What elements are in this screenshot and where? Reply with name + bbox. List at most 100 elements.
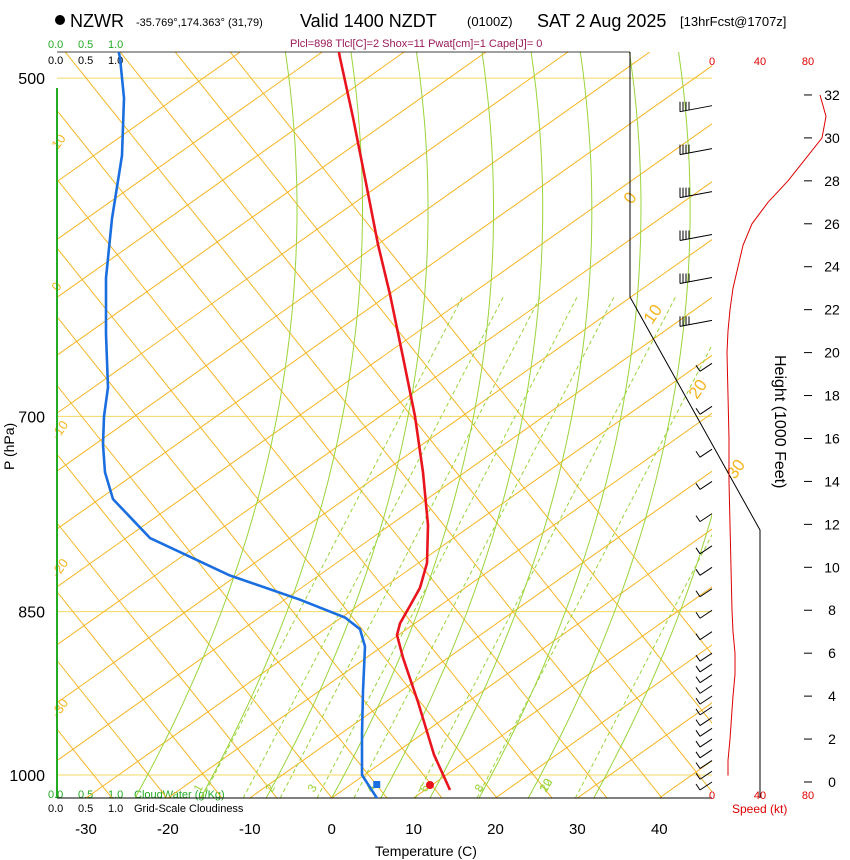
cloudiness-label: Grid-Scale Cloudiness xyxy=(134,803,244,815)
cloud-scale-bottom-green-0: 0.0 xyxy=(48,789,63,801)
wind-barb xyxy=(695,695,713,705)
y2-axis-label: Height (1000 Feet) xyxy=(771,355,788,488)
temperature-profile xyxy=(337,52,452,791)
moist-adiabat-line xyxy=(593,513,712,798)
dry-adiabat-line xyxy=(57,590,223,798)
height-tick-label: 22 xyxy=(824,302,840,318)
height-tick-label: 26 xyxy=(824,216,840,232)
wind-barb xyxy=(695,684,713,694)
x-tick-label: -20 xyxy=(157,821,179,838)
wind-barb xyxy=(695,545,713,555)
wind-barb xyxy=(695,781,713,791)
speed-tick-top: 40 xyxy=(754,56,766,68)
height-tick-label: 28 xyxy=(824,173,840,189)
wind-barb xyxy=(695,760,713,769)
wind-panel-outline xyxy=(629,52,761,798)
wind-barb xyxy=(695,770,713,780)
dry-adiabat-line xyxy=(57,453,333,798)
dry-adiabat-line xyxy=(229,52,712,656)
height-tick-label: 12 xyxy=(824,516,840,532)
wind-barbs xyxy=(679,101,713,791)
x-tick-label: 0 xyxy=(328,821,336,838)
wind-barb xyxy=(695,513,713,523)
mixing-ratio-line xyxy=(279,296,541,798)
isotherm-line xyxy=(57,181,712,646)
wind-barb xyxy=(695,609,713,619)
isotherm-line xyxy=(167,412,712,798)
valid-utc: (0100Z) xyxy=(467,14,513,29)
height-tick-label: 24 xyxy=(824,259,840,275)
dry-adiabat-line xyxy=(57,315,443,798)
wind-barb xyxy=(695,631,713,641)
dry-adiabat-line xyxy=(57,178,553,798)
isotherm-line xyxy=(57,52,487,356)
mixing-ratio-line xyxy=(415,296,676,798)
cloud-scale-bottom-black-2: 1.0 xyxy=(108,803,123,815)
isotherm-line xyxy=(85,354,712,798)
isotherm-line xyxy=(57,65,712,530)
mixing-ratio-label: 20 xyxy=(536,776,555,795)
station-name: NZWR xyxy=(70,11,124,31)
wind-barb xyxy=(695,738,713,748)
speed-axis-label: Speed (kt) xyxy=(732,802,787,816)
cloud-scale-bottom-black-1: 0.5 xyxy=(78,803,93,815)
moist-adiabat-line xyxy=(265,52,429,798)
station-coords: -35.769°,174.363° (31,79) xyxy=(136,17,263,29)
surface-temperature-marker xyxy=(425,781,434,789)
dry-adiabat-line xyxy=(119,52,712,793)
height-tick-label: 4 xyxy=(828,688,836,704)
mixing-ratio-line xyxy=(242,296,504,798)
station-dot-icon xyxy=(55,15,65,25)
dry-adiabat-line xyxy=(57,659,168,798)
isotherm-line xyxy=(495,644,712,798)
isotherm-line xyxy=(249,470,712,798)
x-tick-label: -10 xyxy=(239,821,261,838)
moist-adiabat-line xyxy=(527,52,691,798)
cloud-scale-top-green-0: 0.0 xyxy=(48,39,63,51)
mixing-ratio-line xyxy=(201,296,463,798)
wind-barb xyxy=(695,674,713,684)
height-tick-label: 8 xyxy=(828,602,836,618)
isotherm-line xyxy=(659,760,712,798)
mixing-ratio-line xyxy=(574,533,712,798)
height-tick-label: 30 xyxy=(824,130,840,146)
moist-adiabat-line xyxy=(200,52,363,798)
wind-barb xyxy=(679,273,713,284)
wind-barb xyxy=(695,727,713,737)
isotherm-line xyxy=(57,296,712,762)
dry-adiabat-line xyxy=(57,384,388,798)
pressure-tick-label: 850 xyxy=(18,605,45,622)
wind-barb xyxy=(695,652,713,662)
cloud-scale-bottom-black-0: 0.0 xyxy=(48,803,63,815)
x-axis-ticks: -30 -20 -10 0 10 20 30 40 xyxy=(75,821,667,838)
speed-ticks: 00404080801212 xyxy=(709,56,850,802)
moist-adiabat-line xyxy=(380,52,544,798)
dry-adiabat-line xyxy=(64,52,663,798)
cloudwater-label: CloudWater (g/Kg) xyxy=(134,789,225,801)
wind-barb xyxy=(695,706,713,716)
moist-adiabat-line xyxy=(478,52,642,798)
speed-tick-top: 0 xyxy=(709,56,715,68)
valid-date: SAT 2 Aug 2025 xyxy=(537,11,666,31)
isotherm-label: 30 xyxy=(723,456,749,482)
wind-barb xyxy=(695,566,713,576)
isotherm-line xyxy=(57,52,651,472)
wind-barb xyxy=(679,101,713,113)
moist-adiabat-line xyxy=(429,52,593,798)
x-tick-label: 10 xyxy=(405,821,422,838)
wind-barb xyxy=(679,187,713,199)
isotherm-line xyxy=(57,238,712,704)
isotherm-label: -10 xyxy=(48,418,71,442)
wind-barb xyxy=(695,481,713,490)
wind-barb xyxy=(695,448,713,458)
y-axis-label: P (hPa) xyxy=(1,423,17,470)
height-tick-label: 18 xyxy=(824,388,840,404)
wind-barb xyxy=(695,663,713,673)
isotherm-label: -20 xyxy=(48,556,71,580)
wind-barb xyxy=(695,749,713,759)
cloud-scale-top-black-0: 0.0 xyxy=(48,55,63,67)
height-tick-label: 14 xyxy=(824,473,840,489)
pressure-tick-label: 500 xyxy=(18,71,45,88)
mixing-ratio-line xyxy=(353,296,615,798)
